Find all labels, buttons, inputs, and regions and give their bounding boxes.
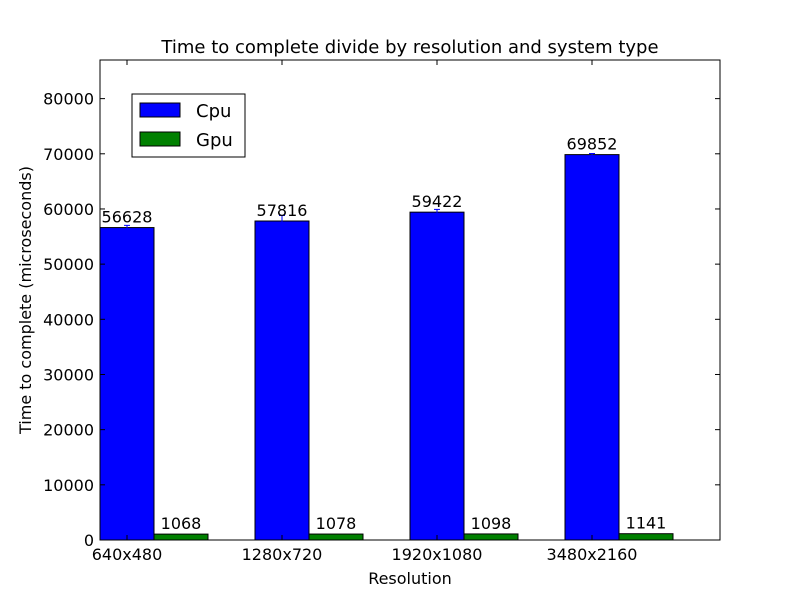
y-tick-label: 30000	[43, 365, 94, 384]
y-tick-label: 40000	[43, 310, 94, 329]
y-tick-label: 60000	[43, 200, 94, 219]
x-tick-label: 640x480	[92, 545, 163, 564]
data-label-gpu-3480x2160: 1141	[626, 514, 667, 533]
data-label-cpu-640x480: 56628	[102, 208, 153, 227]
y-tick-label: 10000	[43, 476, 94, 495]
data-labels-layer: 56628 57816 59422 69852 1068 1078 1098 1141	[102, 135, 667, 533]
x-tick-label: 1280x720	[242, 545, 323, 564]
bar-gpu-3480x2160	[618, 533, 674, 541]
y-axis-label: Time to complete (microseconds)	[16, 166, 35, 435]
y-tick-label: 50000	[43, 255, 94, 274]
error-bars-layer	[124, 153, 595, 231]
y-tick-label: 80000	[43, 90, 94, 109]
bar-cpu-640x480	[99, 227, 155, 541]
bar-gpu-1920x1080	[463, 533, 519, 541]
y-tick-label: 0	[84, 531, 94, 550]
plot-area-frame	[99, 59, 721, 541]
legend: Cpu Gpu	[131, 93, 246, 158]
data-label-cpu-1920x1080: 59422	[412, 192, 463, 211]
y-axis: 0 10000 20000 30000 40000 50000 60000 70000 8000…	[43, 90, 720, 550]
bar-gpu-1280x720	[308, 533, 364, 541]
bar-gpu-640x480	[153, 533, 209, 541]
legend-label-cpu: Cpu	[196, 101, 231, 122]
legend-swatch-cpu	[139, 102, 181, 118]
data-label-gpu-1920x1080: 1098	[471, 514, 512, 533]
chart-title: Time to complete divide by resolution an…	[160, 37, 658, 58]
data-label-cpu-1280x720: 57816	[257, 201, 308, 220]
legend-label-gpu: Gpu	[196, 130, 233, 151]
x-tick-label: 1920x1080	[392, 545, 483, 564]
bar-cpu-3480x2160	[564, 154, 620, 541]
data-label-gpu-640x480: 1068	[161, 514, 202, 533]
x-axis: 640x480 1280x720 1920x1080 3480x2160	[92, 60, 638, 564]
bar-cpu-1280x720	[254, 220, 310, 541]
data-label-gpu-1280x720: 1078	[316, 514, 357, 533]
y-tick-label: 70000	[43, 145, 94, 164]
legend-swatch-gpu	[139, 131, 181, 147]
x-axis-label: Resolution	[368, 569, 452, 588]
x-tick-label: 3480x2160	[547, 545, 638, 564]
bar-cpu-1920x1080	[409, 211, 465, 541]
bars-layer	[99, 154, 674, 541]
y-tick-label: 20000	[43, 421, 94, 440]
data-label-cpu-3480x2160: 69852	[567, 135, 618, 154]
